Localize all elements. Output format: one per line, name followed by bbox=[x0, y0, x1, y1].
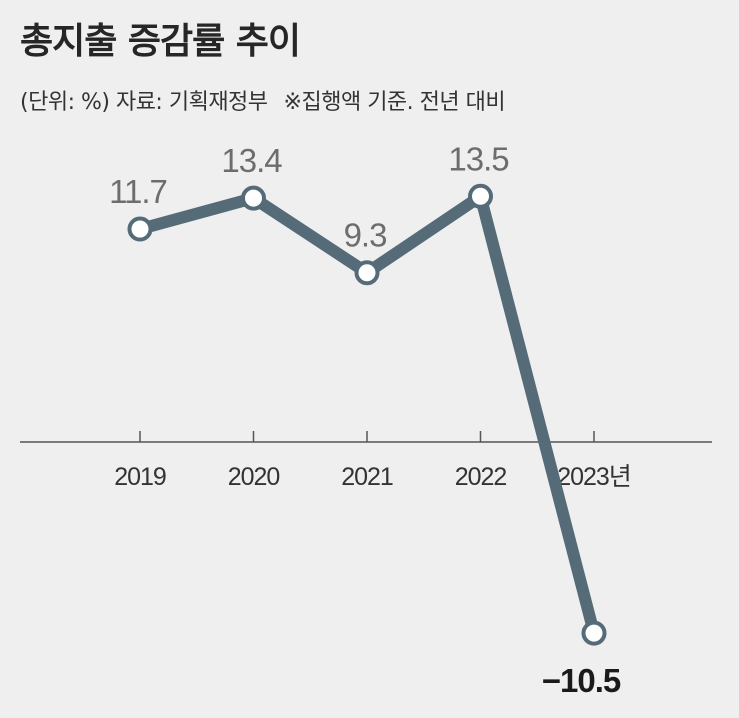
data-label-negative: −10.5 bbox=[542, 662, 621, 699]
data-labels: 11.7 13.4 9.3 13.5 −10.5 bbox=[109, 140, 622, 699]
data-point-marker bbox=[127, 216, 153, 242]
unit-source-note: (단위: %) 자료: 기획재정부 bbox=[20, 90, 268, 115]
data-label: 11.7 bbox=[109, 173, 167, 210]
data-label: 13.4 bbox=[221, 142, 282, 179]
x-tick-label: 2019 bbox=[114, 463, 166, 491]
x-tick-label: 2020 bbox=[228, 463, 280, 491]
data-label: 13.5 bbox=[448, 140, 508, 177]
x-tick-label: 2022 bbox=[455, 463, 507, 491]
data-point-marker bbox=[468, 183, 493, 209]
data-point-marker bbox=[581, 620, 607, 646]
data-point-marker bbox=[354, 260, 380, 286]
chart-subtitle: (단위: %) 자료: 기획재정부 ※집행액 기준. 전년 대비 bbox=[20, 84, 506, 116]
data-point-marker bbox=[241, 185, 266, 211]
data-markers bbox=[127, 183, 607, 646]
x-axis: 2019 2020 2021 2022 2023년 bbox=[20, 431, 712, 491]
chart-title: 총지출 증감률 추이 bbox=[20, 21, 301, 62]
x-tick-label: 2021 bbox=[341, 463, 393, 491]
x-tick-label: 2023년 bbox=[557, 463, 631, 491]
data-label: 9.3 bbox=[344, 217, 387, 254]
basis-note: ※집행액 기준. 전년 대비 bbox=[283, 90, 506, 115]
